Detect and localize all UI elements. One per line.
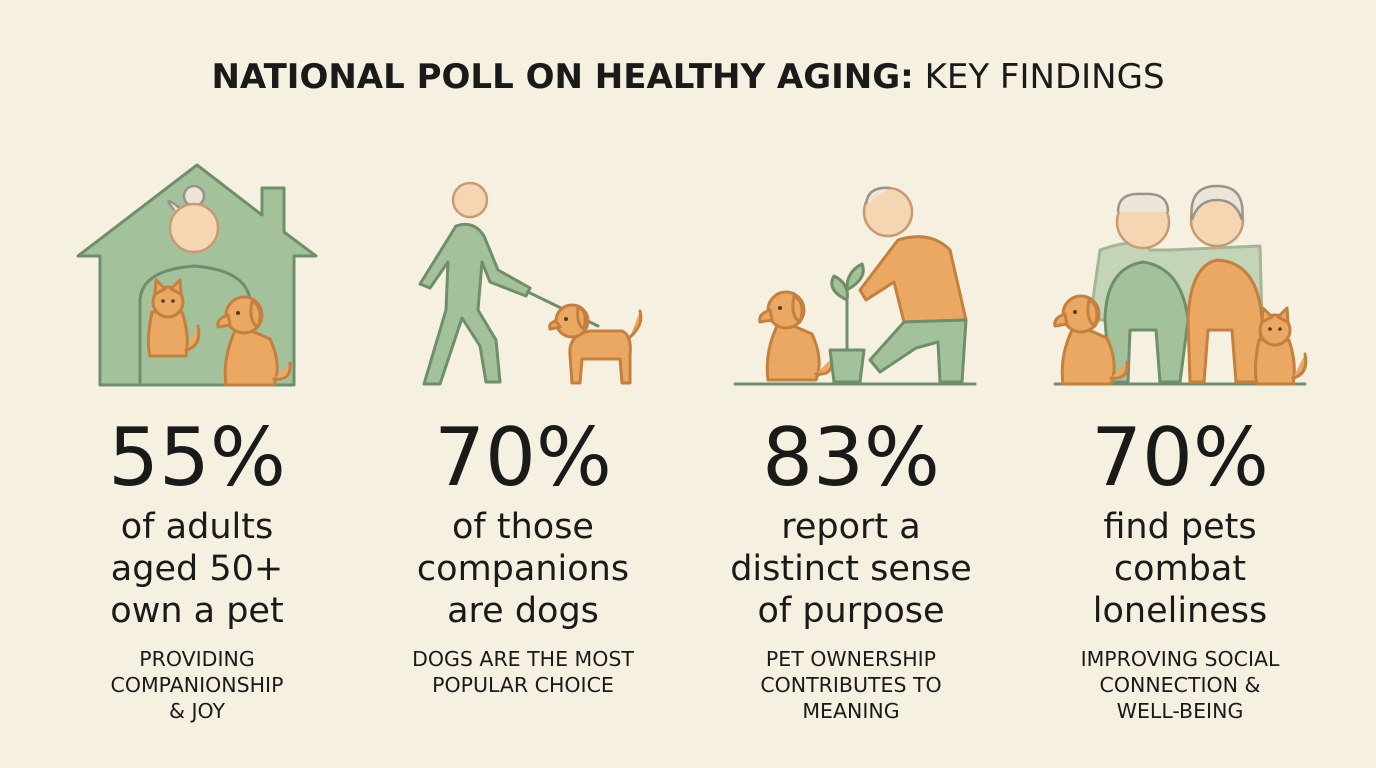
icon-walking-dog [418, 181, 643, 386]
note-line: COMPANIONSHIP [111, 673, 284, 697]
stat: 55% [108, 411, 286, 504]
title-text: NATIONAL POLL ON HEALTHY AGING: KEY FIND… [211, 57, 1164, 97]
stat: 70% [1091, 411, 1269, 504]
description-line: of adults [121, 507, 273, 547]
note-line: MEANING [802, 699, 899, 723]
title: NATIONAL POLL ON HEALTHY AGING: KEY FIND… [211, 57, 1164, 97]
note-line: & JOY [169, 699, 226, 723]
note-line: IMPROVING SOCIAL [1081, 647, 1280, 671]
description-line: loneliness [1093, 591, 1268, 631]
icon-home-pets [76, 163, 318, 387]
description-line: report a [781, 507, 920, 547]
description-line: of those [452, 507, 594, 547]
note-line: PROVIDING [139, 647, 255, 671]
description-line: aged 50+ [111, 549, 283, 589]
note-line: WELL-BEING [1117, 699, 1244, 723]
description-line: are dogs [447, 591, 599, 631]
title-emphasis: NATIONAL POLL ON HEALTHY AGING: [211, 57, 913, 97]
note-line: CONNECTION & [1100, 673, 1261, 697]
note-line: PET OWNERSHIP [766, 647, 936, 671]
note-line: DOGS ARE THE MOST [412, 647, 634, 671]
description-line: find pets [1103, 507, 1256, 547]
stat: 83% [762, 411, 940, 504]
description-line: combat [1114, 549, 1246, 589]
icon-gardening [733, 186, 977, 386]
title-rest: KEY FINDINGS [925, 57, 1165, 97]
description-line: own a pet [110, 591, 283, 631]
description-line: distinct sense [730, 549, 972, 589]
icon-couple [1053, 184, 1308, 386]
description-line: of purpose [757, 591, 944, 631]
stat: 70% [434, 411, 612, 504]
note-line: CONTRIBUTES TO [760, 673, 941, 697]
description-line: companions [417, 549, 629, 589]
note-line: POPULAR CHOICE [432, 673, 614, 697]
